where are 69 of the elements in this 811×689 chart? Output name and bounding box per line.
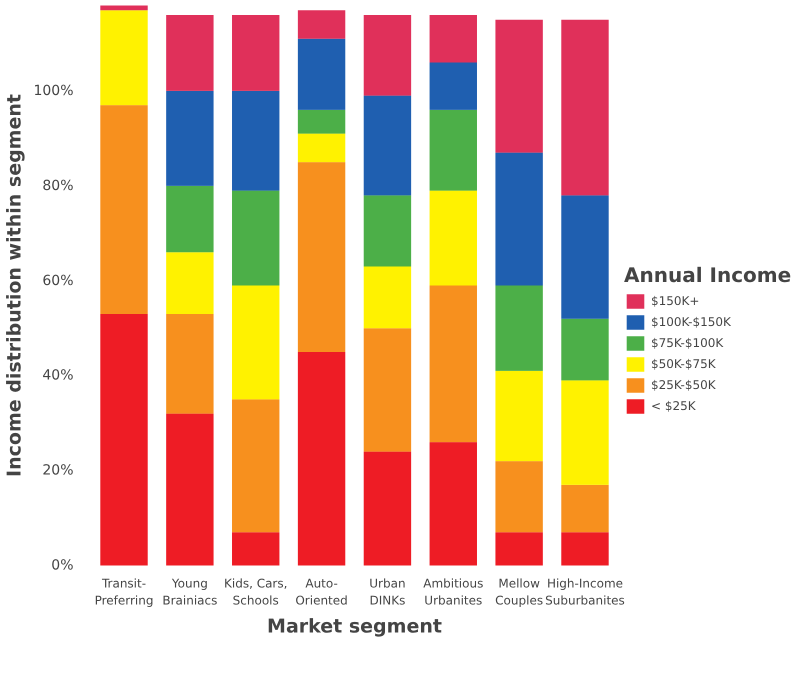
- y-tick-label: 100%: [33, 82, 74, 99]
- bar: [100, 314, 148, 566]
- bar: [364, 195, 412, 267]
- bar: [232, 90, 280, 191]
- legend-label: < $25K: [651, 399, 696, 413]
- legend-label: $100K-$150K: [651, 315, 731, 329]
- bar: [495, 370, 543, 462]
- bar: [495, 286, 543, 371]
- x-tick-label: Urban DINKs: [369, 576, 406, 608]
- bar: [364, 14, 412, 96]
- bar: [166, 186, 214, 252]
- bar: [561, 380, 609, 485]
- bar: [495, 532, 543, 566]
- bar: [166, 14, 214, 91]
- legend-label: $75K-$100K: [651, 336, 724, 350]
- y-tick-label: 0%: [51, 558, 74, 574]
- bar: [561, 484, 609, 532]
- bar: [364, 328, 412, 452]
- bar: [232, 286, 280, 400]
- legend-label: $50K-$75K: [651, 357, 716, 371]
- bar: [430, 14, 477, 62]
- bar: [430, 286, 477, 442]
- bar: [495, 461, 543, 532]
- bar: [561, 318, 609, 380]
- legend-title: Annual Income: [624, 263, 792, 287]
- bar: [166, 414, 214, 566]
- x-tick-label: Auto- Oriented: [295, 576, 348, 608]
- bar: [100, 105, 148, 314]
- y-axis-title: Income distribution within segment: [3, 94, 26, 477]
- x-axis-title: Market segment: [267, 615, 442, 638]
- x-tick-label: High-Income Suburbanites: [545, 576, 625, 608]
- x-tick-label: Young Brainiacs: [162, 576, 218, 608]
- bar: [561, 20, 609, 196]
- bar: [298, 38, 346, 110]
- x-tick-label: Kids, Cars, Schools: [224, 576, 288, 608]
- bar: [430, 62, 477, 110]
- bar: [561, 532, 609, 566]
- x-tick-label: Ambitious Urbanites: [423, 576, 484, 608]
- bar: [298, 352, 346, 566]
- bar: [495, 20, 543, 153]
- bar: [364, 452, 412, 566]
- y-tick-label: 40%: [42, 368, 74, 384]
- bar: [298, 110, 346, 134]
- bar: [495, 152, 543, 286]
- bar: [298, 134, 346, 162]
- bar: [166, 314, 214, 414]
- bar: [232, 399, 280, 532]
- bar: [298, 162, 346, 352]
- y-tick-label: 60%: [42, 272, 74, 289]
- bar: [430, 442, 477, 566]
- bar: [364, 96, 412, 196]
- bar: [166, 252, 214, 314]
- bar: [430, 190, 477, 286]
- x-tick-label: Mellow Couples: [495, 576, 544, 608]
- y-tick-label: 80%: [42, 178, 74, 194]
- bar: [232, 14, 280, 91]
- bar: [100, 6, 148, 10]
- y-tick-label: 20%: [42, 462, 74, 479]
- bar: [100, 10, 148, 106]
- bar: [232, 532, 280, 566]
- bar: [561, 195, 609, 319]
- x-tick-label: Transit- Preferring: [94, 576, 154, 608]
- bar: [232, 190, 280, 286]
- bar: [298, 10, 346, 39]
- legend-label: $150K+: [651, 294, 700, 308]
- bar: [166, 90, 214, 186]
- bar: [430, 110, 477, 191]
- legend-label: $25K-$50K: [651, 378, 716, 392]
- bar: [364, 266, 412, 328]
